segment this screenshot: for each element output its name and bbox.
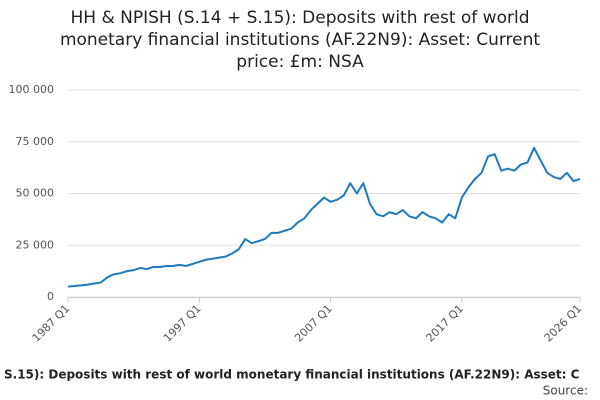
y-tick-label: 25 000 — [16, 238, 55, 251]
source-text: Source: — [543, 384, 588, 398]
x-tick-label: 1997 Q1 — [161, 302, 204, 345]
y-tick-label: 100 000 — [9, 83, 55, 96]
x-tick-label: 2017 Q1 — [424, 302, 467, 345]
chart-title: monetary financial institutions (AF.22N9… — [60, 30, 540, 50]
footer-text: S.15): Deposits with rest of world monet… — [4, 368, 580, 382]
x-tick-label: 1987 Q1 — [30, 302, 73, 345]
chart-title: price: £m: NSA — [236, 52, 364, 72]
x-tick-label: 2026 Q1 — [542, 302, 585, 345]
x-tick-label: 2007 Q1 — [292, 302, 335, 345]
y-tick-label: 0 — [47, 290, 54, 303]
data-line — [67, 146, 581, 288]
y-tick-label: 50 000 — [16, 187, 55, 200]
chart-title: HH & NPISH (S.14 + S.15): Deposits with … — [70, 8, 529, 28]
y-tick-label: 75 000 — [16, 135, 55, 148]
